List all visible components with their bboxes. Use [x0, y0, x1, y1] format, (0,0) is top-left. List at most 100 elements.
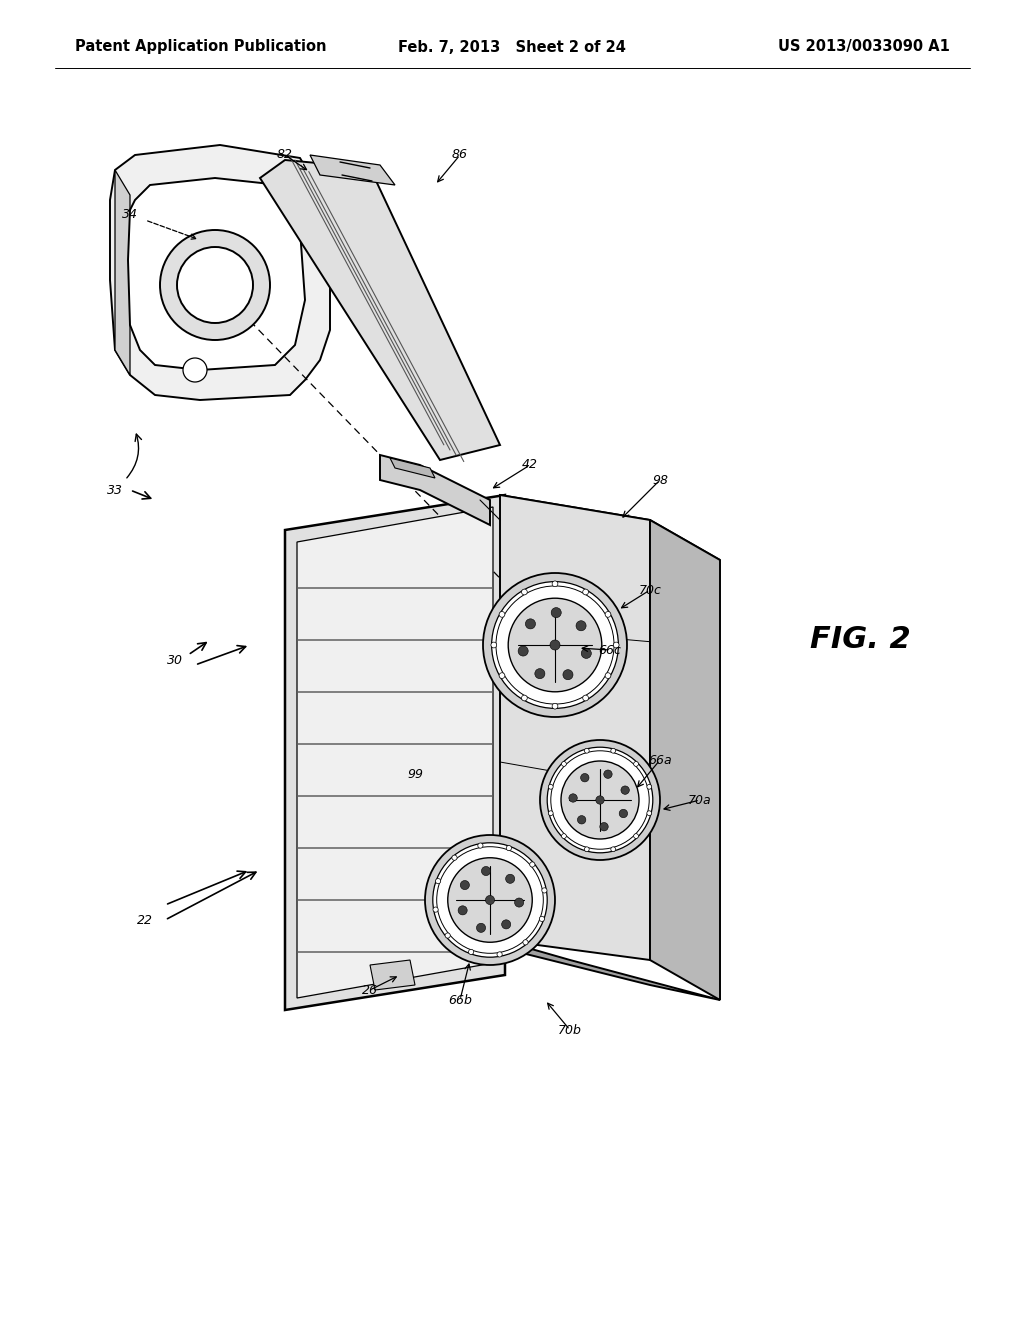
Circle shape — [548, 784, 553, 789]
Text: 99: 99 — [407, 768, 423, 781]
Circle shape — [506, 846, 512, 850]
Circle shape — [551, 607, 561, 618]
Polygon shape — [285, 495, 505, 1010]
Polygon shape — [297, 507, 493, 998]
Circle shape — [521, 696, 527, 701]
Circle shape — [445, 933, 451, 939]
Circle shape — [634, 762, 638, 767]
Circle shape — [483, 573, 627, 717]
Circle shape — [461, 880, 469, 890]
Circle shape — [550, 640, 560, 649]
Circle shape — [425, 836, 555, 965]
Circle shape — [583, 589, 589, 595]
Circle shape — [610, 748, 615, 754]
Text: 66a: 66a — [648, 754, 672, 767]
Circle shape — [605, 673, 611, 678]
Circle shape — [469, 949, 474, 954]
Circle shape — [458, 906, 467, 915]
Circle shape — [502, 920, 511, 929]
Text: 26: 26 — [362, 983, 378, 997]
Circle shape — [447, 858, 532, 942]
Circle shape — [523, 940, 528, 945]
Circle shape — [540, 741, 660, 861]
Polygon shape — [500, 495, 720, 560]
Polygon shape — [650, 520, 720, 1001]
Text: Feb. 7, 2013   Sheet 2 of 24: Feb. 7, 2013 Sheet 2 of 24 — [398, 40, 626, 54]
Circle shape — [515, 898, 523, 907]
Circle shape — [452, 855, 457, 861]
Circle shape — [647, 810, 651, 816]
Polygon shape — [115, 170, 130, 375]
Polygon shape — [490, 940, 720, 1001]
Text: 70c: 70c — [639, 583, 662, 597]
Text: 30: 30 — [167, 653, 183, 667]
Text: 98: 98 — [652, 474, 668, 487]
Circle shape — [577, 620, 586, 631]
Text: 33: 33 — [106, 483, 123, 496]
Circle shape — [521, 589, 527, 595]
Text: 70a: 70a — [688, 793, 712, 807]
Circle shape — [552, 704, 558, 709]
Text: 42: 42 — [522, 458, 538, 471]
Circle shape — [548, 810, 553, 816]
Circle shape — [621, 785, 630, 795]
Text: US 2013/0033090 A1: US 2013/0033090 A1 — [778, 40, 950, 54]
Circle shape — [585, 748, 589, 754]
Text: 82: 82 — [278, 149, 293, 161]
Polygon shape — [310, 154, 395, 185]
Circle shape — [435, 879, 440, 883]
Circle shape — [542, 888, 547, 894]
Text: 70b: 70b — [558, 1023, 582, 1036]
Circle shape — [433, 907, 438, 912]
Polygon shape — [110, 145, 330, 400]
Text: FIG. 2: FIG. 2 — [810, 626, 910, 655]
Circle shape — [499, 611, 505, 618]
Circle shape — [561, 834, 566, 838]
FancyArrowPatch shape — [127, 434, 141, 478]
Circle shape — [481, 866, 490, 875]
Circle shape — [433, 842, 547, 957]
Circle shape — [518, 645, 528, 656]
Circle shape — [547, 747, 653, 853]
Circle shape — [561, 762, 566, 767]
Circle shape — [485, 895, 495, 904]
Circle shape — [604, 770, 612, 779]
Circle shape — [540, 916, 545, 921]
Circle shape — [177, 247, 253, 323]
Circle shape — [605, 611, 611, 618]
Circle shape — [634, 834, 638, 838]
Polygon shape — [390, 458, 435, 478]
Circle shape — [499, 673, 505, 678]
Circle shape — [529, 862, 535, 867]
Circle shape — [600, 822, 608, 830]
Text: 34: 34 — [122, 209, 138, 222]
Circle shape — [506, 874, 515, 883]
Text: 66b: 66b — [449, 994, 472, 1006]
Circle shape — [581, 774, 589, 781]
Circle shape — [582, 648, 591, 659]
Circle shape — [492, 582, 618, 709]
Polygon shape — [370, 960, 415, 990]
Circle shape — [569, 793, 578, 803]
Circle shape — [583, 696, 589, 701]
Polygon shape — [500, 495, 650, 960]
Circle shape — [613, 642, 620, 648]
Circle shape — [183, 358, 207, 381]
Circle shape — [596, 796, 604, 804]
Circle shape — [525, 619, 536, 628]
Polygon shape — [260, 160, 500, 459]
Circle shape — [563, 669, 573, 680]
Circle shape — [497, 952, 502, 957]
Circle shape — [647, 784, 651, 789]
Circle shape — [585, 847, 589, 851]
Circle shape — [476, 923, 485, 932]
Circle shape — [578, 816, 586, 824]
Circle shape — [478, 843, 483, 849]
Polygon shape — [380, 455, 490, 525]
Text: 66c: 66c — [599, 644, 622, 656]
Circle shape — [610, 847, 615, 851]
Text: 22: 22 — [137, 913, 153, 927]
Circle shape — [561, 762, 639, 840]
Circle shape — [160, 230, 270, 341]
Circle shape — [535, 669, 545, 678]
